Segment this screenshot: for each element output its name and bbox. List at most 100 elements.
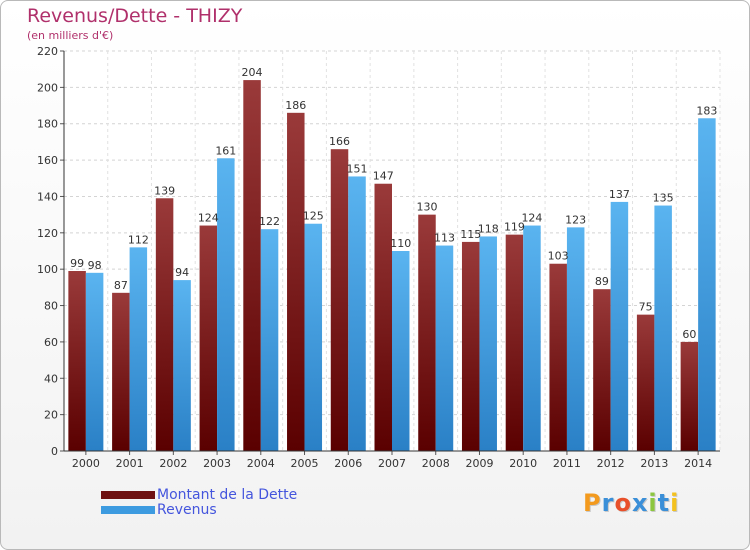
legend-label-revenus: Revenus <box>157 501 217 518</box>
bar-revenus-label: 183 <box>696 104 717 117</box>
bar-revenus-label: 94 <box>175 266 189 279</box>
bar-dette-label: 119 <box>504 221 525 234</box>
legend: Montant de la Dette Revenus <box>101 486 298 518</box>
bar-revenus-label: 135 <box>653 192 674 205</box>
bar-revenus <box>85 272 104 451</box>
legend-label-dette: Montant de la Dette <box>157 486 298 503</box>
bar-dette <box>505 234 524 451</box>
bar-dette <box>418 214 436 451</box>
bar-dette-label: 87 <box>114 279 128 292</box>
legend-swatch-revenus <box>101 505 155 514</box>
y-tick-label: 120 <box>37 227 58 240</box>
bar-revenus <box>566 227 585 451</box>
proxiti-logo: Proxiti <box>583 489 679 517</box>
bar-revenus <box>217 158 235 452</box>
x-tick-label: 2004 <box>247 457 275 470</box>
x-tick-label: 2010 <box>509 457 537 470</box>
logo-letter: t <box>657 489 671 517</box>
bar-dette <box>330 149 349 451</box>
bar-dette <box>549 263 567 451</box>
bar-revenus-label: 98 <box>88 259 102 272</box>
bar-revenus-label: 161 <box>215 144 236 157</box>
y-tick-label: 220 <box>37 45 58 58</box>
bar-revenus <box>654 205 672 451</box>
bar-dette <box>112 292 130 451</box>
bar-dette-label: 99 <box>70 257 84 270</box>
y-tick-label: 40 <box>44 372 58 385</box>
bar-revenus <box>173 280 191 451</box>
bar-dette <box>374 183 392 451</box>
logo-letter: P <box>583 489 602 517</box>
bar-revenus <box>610 201 629 451</box>
logo-letter: o <box>614 489 632 517</box>
y-tick-label: 100 <box>37 263 58 276</box>
bar-dette-label: 204 <box>242 66 263 79</box>
bar-revenus-label: 118 <box>478 222 499 235</box>
bar-revenus <box>304 223 323 451</box>
x-tick-label: 2011 <box>553 457 581 470</box>
bar-revenus <box>129 247 148 451</box>
bar-revenus <box>523 225 541 451</box>
bar-dette <box>461 241 480 451</box>
x-tick-label: 2005 <box>291 457 319 470</box>
chart-subtitle: (en milliers d'€) <box>27 29 114 42</box>
x-tick-label: 2014 <box>684 457 712 470</box>
bar-revenus <box>348 176 366 452</box>
logo-letter: i <box>670 489 680 517</box>
bar-dette <box>68 271 86 451</box>
bar-dette <box>155 198 174 451</box>
bar-dette <box>287 112 305 452</box>
bar-dette-label: 103 <box>548 250 569 263</box>
bar-revenus-label: 151 <box>347 162 368 175</box>
bar-dette-label: 186 <box>285 99 306 112</box>
bar-dette <box>680 341 699 451</box>
bar-dette <box>243 80 261 451</box>
y-tick-label: 80 <box>44 300 58 313</box>
legend-item-dette: Montant de la Dette <box>101 486 298 503</box>
bar-revenus-label: 110 <box>390 237 411 250</box>
bar-revenus-label: 125 <box>303 210 324 223</box>
bar-revenus-label: 124 <box>521 212 542 225</box>
x-tick-label: 2001 <box>116 457 144 470</box>
y-tick-label: 160 <box>37 154 58 167</box>
bar-dette-label: 115 <box>460 228 481 241</box>
bar-dette-label: 89 <box>595 275 609 288</box>
bar-dette <box>199 225 218 451</box>
bar-revenus-label: 123 <box>565 213 586 226</box>
legend-item-revenus: Revenus <box>101 501 297 518</box>
legend-swatch-dette <box>101 490 155 499</box>
bar-dette-label: 75 <box>639 301 653 314</box>
bar-revenus-label: 122 <box>259 215 280 228</box>
logo-letter: r <box>601 489 615 517</box>
y-tick-label: 20 <box>44 409 58 422</box>
x-tick-label: 2009 <box>465 457 493 470</box>
x-tick-label: 2013 <box>640 457 668 470</box>
y-tick-label: 140 <box>37 190 58 203</box>
y-tick-label: 0 <box>51 445 58 458</box>
bar-dette <box>593 289 611 451</box>
x-tick-label: 2007 <box>378 457 406 470</box>
x-tick-label: 2006 <box>334 457 362 470</box>
bar-revenus-label: 112 <box>128 233 149 246</box>
bar-revenus <box>392 251 410 451</box>
x-tick-label: 2002 <box>159 457 187 470</box>
y-tick-label: 60 <box>44 336 58 349</box>
bar-dette <box>636 314 655 451</box>
bar-dette-label: 60 <box>682 328 696 341</box>
y-tick-label: 200 <box>37 81 58 94</box>
logo-letter: x <box>631 489 649 517</box>
x-tick-label: 2000 <box>72 457 100 470</box>
x-tick-label: 2003 <box>203 457 231 470</box>
bar-chart: 99 98 87 112 139 94 124 161 204 122 186 125 166 151 14… <box>37 45 721 470</box>
bar-revenus <box>479 236 497 451</box>
x-tick-label: 2008 <box>422 457 450 470</box>
bar-dette-label: 147 <box>373 170 394 183</box>
x-tick-label: 2012 <box>597 457 625 470</box>
bar-revenus <box>435 245 454 451</box>
y-tick-label: 180 <box>37 118 58 131</box>
bar-revenus <box>260 229 279 451</box>
bar-revenus <box>698 118 716 451</box>
bar-dette-label: 130 <box>416 201 437 214</box>
bar-dette-label: 166 <box>329 135 350 148</box>
